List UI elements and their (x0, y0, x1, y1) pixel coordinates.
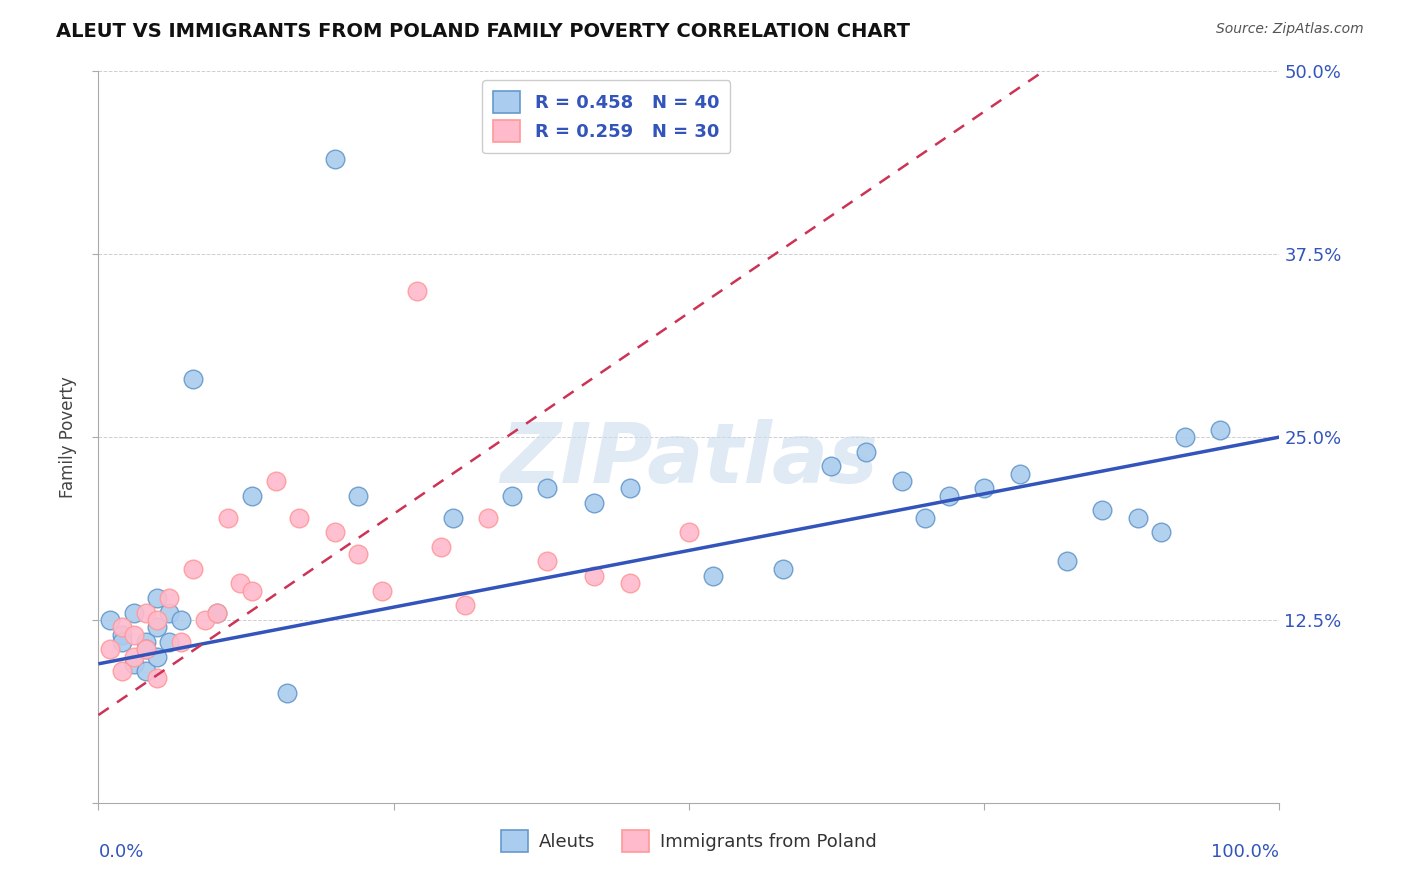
Point (702, 569, 724, 583)
Point (276, 686, 298, 700)
Point (264, 474, 287, 488)
Point (938, 489, 960, 503)
Point (1091, 503, 1114, 517)
Point (430, 540, 453, 554)
Text: ZIPatlas: ZIPatlas (501, 418, 877, 500)
Point (820, 459, 842, 474)
Point (135, 642, 157, 657)
Point (583, 569, 606, 583)
Point (146, 591, 169, 605)
Point (181, 562, 204, 576)
Point (288, 510, 311, 524)
Point (122, 627, 145, 641)
Y-axis label: Family Poverty: Family Poverty (59, 376, 77, 498)
Point (583, 496, 606, 510)
Point (111, 664, 134, 678)
Point (678, 525, 700, 540)
Legend: Aleuts, Immigrants from Poland: Aleuts, Immigrants from Poland (494, 823, 884, 860)
Point (146, 613, 169, 627)
Point (111, 635, 134, 649)
Point (323, 152, 346, 166)
Point (1008, 467, 1031, 481)
Point (371, 583, 394, 598)
Point (157, 606, 180, 620)
Point (170, 635, 193, 649)
Point (157, 591, 180, 605)
Point (98, 642, 121, 657)
Point (217, 510, 239, 524)
Point (122, 649, 145, 664)
Point (347, 547, 370, 561)
Point (170, 613, 193, 627)
Point (135, 635, 157, 649)
Point (1126, 510, 1149, 524)
Point (323, 525, 346, 540)
Point (1150, 525, 1173, 540)
Point (453, 599, 475, 613)
Point (973, 481, 995, 495)
Text: 0.0%: 0.0% (98, 843, 143, 861)
Point (205, 606, 228, 620)
Point (98, 613, 121, 627)
Point (772, 562, 794, 576)
Point (406, 284, 429, 298)
Point (536, 481, 558, 495)
Point (890, 474, 912, 488)
Point (441, 510, 464, 524)
Point (146, 672, 169, 686)
Text: Source: ZipAtlas.com: Source: ZipAtlas.com (1216, 22, 1364, 37)
Point (1174, 430, 1197, 444)
Point (240, 583, 263, 598)
Point (181, 371, 204, 385)
Point (205, 606, 228, 620)
Point (1209, 423, 1232, 437)
Text: 100.0%: 100.0% (1212, 843, 1279, 861)
Point (240, 489, 263, 503)
Point (619, 576, 641, 591)
Point (111, 627, 134, 641)
Text: ALEUT VS IMMIGRANTS FROM POLAND FAMILY POVERTY CORRELATION CHART: ALEUT VS IMMIGRANTS FROM POLAND FAMILY P… (56, 22, 910, 41)
Point (229, 576, 252, 591)
Point (536, 554, 558, 568)
Point (477, 510, 499, 524)
Point (135, 606, 157, 620)
Point (146, 620, 169, 634)
Point (122, 606, 145, 620)
Point (157, 635, 180, 649)
Point (855, 444, 877, 458)
Point (619, 481, 641, 495)
Point (914, 510, 936, 524)
Point (1056, 554, 1078, 568)
Point (135, 664, 157, 678)
Point (347, 489, 370, 503)
Point (146, 649, 169, 664)
Point (194, 613, 217, 627)
Point (122, 657, 145, 671)
Point (135, 642, 157, 657)
Point (501, 489, 523, 503)
Point (111, 620, 134, 634)
